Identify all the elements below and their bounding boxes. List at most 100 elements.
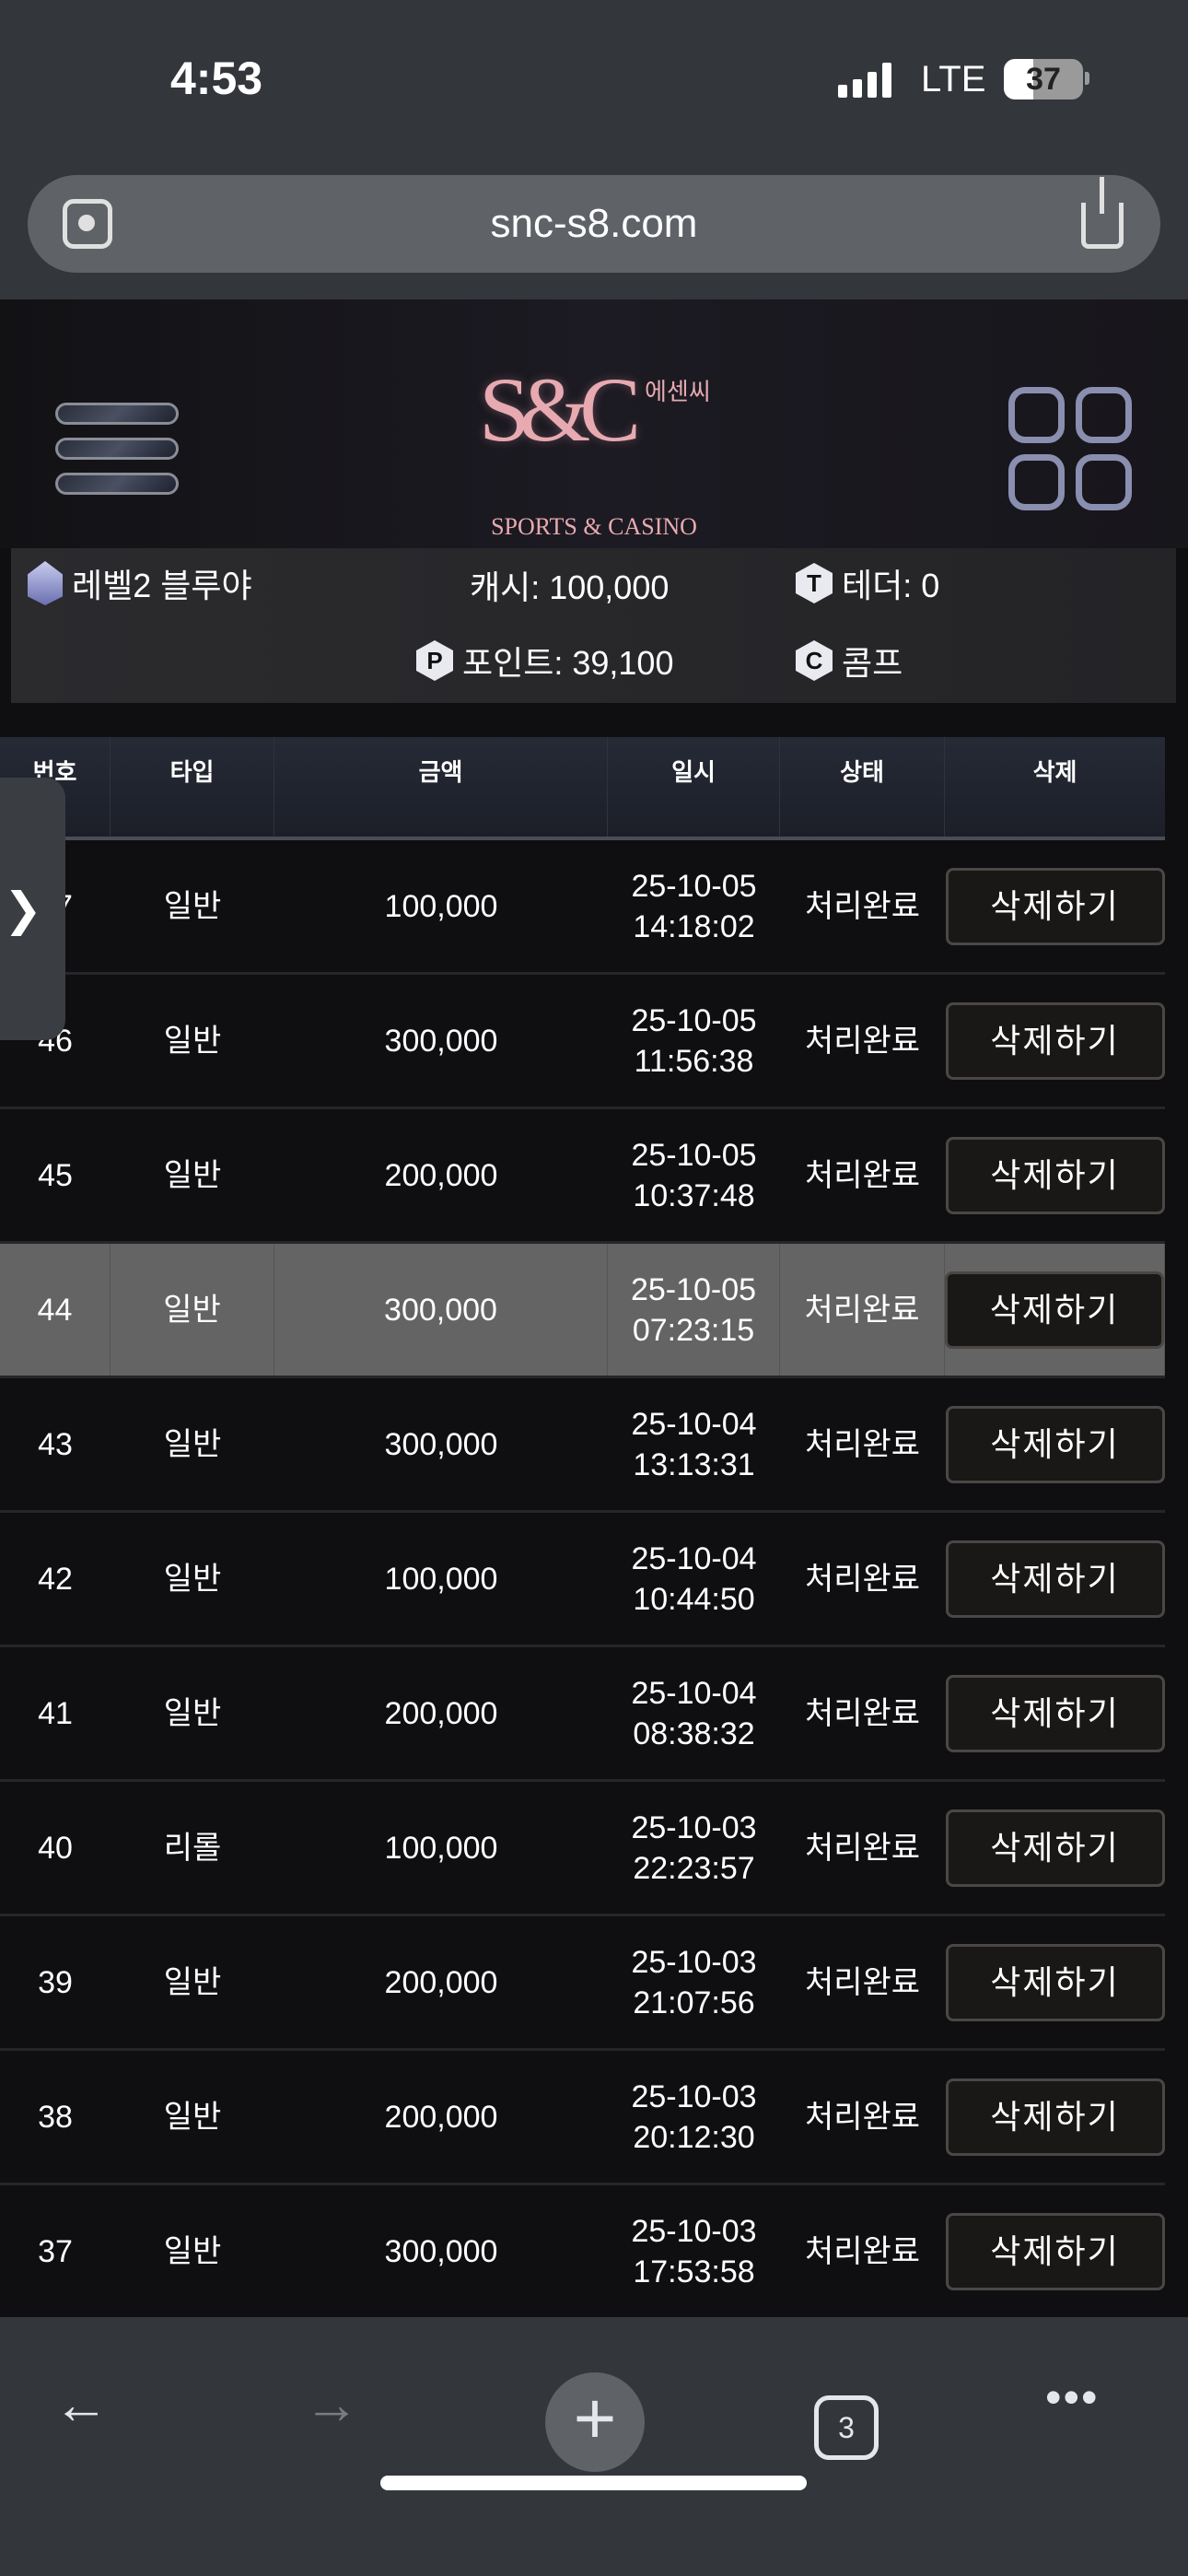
cell-datetime: 25-10-04 13:13:31 — [608, 1378, 780, 1510]
delete-button[interactable]: 삭제하기 — [945, 2212, 1165, 2290]
amount-text: 200,000 — [384, 2099, 498, 2135]
cell-status: 처리완료 — [780, 2185, 945, 2317]
grid-menu-icon[interactable] — [1008, 387, 1132, 510]
date-text: 25-10-05 — [631, 868, 757, 904]
browser-chrome-top: 4:53 LTE 37 snc-s8.com — [0, 0, 1188, 299]
amount-text: 100,000 — [384, 1830, 498, 1866]
date-text: 25-10-03 — [631, 1944, 757, 1980]
cell-delete: 삭제하기 — [945, 840, 1165, 972]
delete-button[interactable]: 삭제하기 — [945, 867, 1165, 945]
comp-icon: C — [796, 640, 833, 681]
date-text: 25-10-04 — [631, 1406, 757, 1442]
delete-button[interactable]: 삭제하기 — [945, 1136, 1165, 1214]
point-label: 포인트: 39,100 — [462, 644, 674, 682]
cell-amount: 300,000 — [274, 975, 608, 1107]
tether-label: 테더: 0 — [842, 567, 940, 604]
table-row: 38 일반 200,000 25-10-03 20:12:30 처리완료 삭제하기 — [0, 2051, 1165, 2185]
date-text: 25-10-05 — [631, 1002, 757, 1038]
number-text: 40 — [38, 1830, 73, 1866]
header-amount: 금액 — [274, 737, 608, 837]
network-label: LTE — [921, 59, 986, 100]
delete-button[interactable]: 삭제하기 — [945, 2078, 1165, 2156]
user-info-bar: 레벨2 블루야 캐시: 100,000 T 테더: 0 P 포인트: 39,100 … — [11, 548, 1176, 703]
status-text: 처리완료 — [804, 1695, 921, 1731]
delete-button[interactable]: 삭제하기 — [945, 1540, 1165, 1618]
cell-type: 일반 — [111, 2185, 274, 2317]
comp-info[interactable]: C 콤프 — [796, 637, 903, 685]
lens-icon[interactable] — [63, 199, 112, 249]
type-text: 일반 — [163, 1964, 222, 2000]
cell-datetime: 25-10-03 22:23:57 — [608, 1782, 780, 1914]
type-text: 일반 — [163, 1157, 222, 1193]
cell-status: 처리완료 — [780, 1109, 945, 1241]
header-status: 상태 — [780, 737, 945, 837]
table-header: 번호 타입 금액 일시 상태 삭제 — [0, 737, 1165, 840]
point-info: P 포인트: 39,100 — [416, 637, 673, 685]
type-text: 리롤 — [163, 1830, 222, 1866]
cell-datetime: 25-10-05 11:56:38 — [608, 975, 780, 1107]
forward-icon[interactable]: → — [304, 2373, 359, 2435]
cell-status: 처리완료 — [780, 1782, 945, 1914]
time-text: 07:23:15 — [632, 1312, 755, 1348]
more-icon[interactable]: ••• — [1045, 2371, 1100, 2423]
cell-type: 일반 — [111, 1647, 274, 1779]
tabs-button[interactable]: 3 — [814, 2395, 879, 2460]
cell-number: 45 — [0, 1109, 111, 1241]
side-drawer-toggle[interactable]: ❯ — [0, 778, 65, 1040]
time-text: 14:18:02 — [633, 908, 755, 944]
delete-button[interactable]: 삭제하기 — [945, 1405, 1165, 1483]
signal-icon — [838, 63, 891, 98]
cell-status: 처리완료 — [780, 2051, 945, 2183]
new-tab-icon[interactable]: + — [545, 2372, 645, 2472]
cell-status: 처리완료 — [780, 975, 945, 1107]
time-text: 10:44:50 — [633, 1581, 755, 1617]
address-bar[interactable]: snc-s8.com — [28, 175, 1160, 273]
site-logo[interactable]: S&C 에센씨 SPORTS & CASINO — [460, 318, 728, 548]
amount-text: 200,000 — [384, 1695, 498, 1731]
number-text: 39 — [38, 1964, 73, 2000]
amount-text: 300,000 — [384, 1023, 498, 1059]
delete-button[interactable]: 삭제하기 — [945, 1809, 1165, 1887]
logo-mark: S&C — [479, 358, 641, 461]
cell-type: 일반 — [111, 1513, 274, 1645]
date-text: 25-10-04 — [631, 1675, 757, 1711]
number-text: 45 — [38, 1157, 73, 1193]
amount-text: 100,000 — [384, 888, 498, 924]
cell-amount: 200,000 — [274, 1916, 608, 2048]
amount-text: 300,000 — [384, 1292, 497, 1328]
type-text: 일반 — [163, 1695, 222, 1731]
back-icon[interactable]: ← — [53, 2373, 109, 2435]
delete-button[interactable]: 삭제하기 — [945, 1943, 1165, 2021]
tether-icon: T — [796, 563, 833, 603]
share-icon[interactable] — [1081, 177, 1124, 249]
number-text: 44 — [37, 1292, 73, 1328]
site-header: S&C 에센씨 SPORTS & CASINO — [0, 299, 1188, 548]
cell-delete: 삭제하기 — [945, 1647, 1165, 1779]
cell-type: 일반 — [111, 2051, 274, 2183]
cell-type: 일반 — [111, 975, 274, 1107]
delete-button[interactable]: 삭제하기 — [945, 1270, 1164, 1349]
cell-status: 처리완료 — [780, 1647, 945, 1779]
time-text: 22:23:57 — [633, 1850, 755, 1886]
cell-delete: 삭제하기 — [945, 1109, 1165, 1241]
time-text: 08:38:32 — [633, 1715, 755, 1751]
cell-number: 39 — [0, 1916, 111, 2048]
cell-delete: 삭제하기 — [945, 2185, 1165, 2317]
delete-button[interactable]: 삭제하기 — [945, 1001, 1165, 1080]
status-text: 처리완료 — [804, 1426, 921, 1462]
cell-number: 41 — [0, 1647, 111, 1779]
url-text[interactable]: snc-s8.com — [490, 201, 698, 246]
cell-amount: 300,000 — [274, 1378, 608, 1510]
delete-button[interactable]: 삭제하기 — [945, 1674, 1165, 1752]
cell-number: 43 — [0, 1378, 111, 1510]
level-info: 레벨2 블루야 — [28, 559, 252, 607]
cell-type: 일반 — [111, 1378, 274, 1510]
cell-type: 일반 — [111, 1916, 274, 2048]
cell-delete: 삭제하기 — [945, 1916, 1165, 2048]
table-row: 41 일반 200,000 25-10-04 08:38:32 처리완료 삭제하기 — [0, 1647, 1165, 1782]
type-text: 일반 — [163, 1426, 222, 1462]
type-text: 일반 — [163, 888, 222, 924]
cell-number: 44 — [0, 1244, 111, 1376]
number-text: 41 — [38, 1695, 73, 1731]
